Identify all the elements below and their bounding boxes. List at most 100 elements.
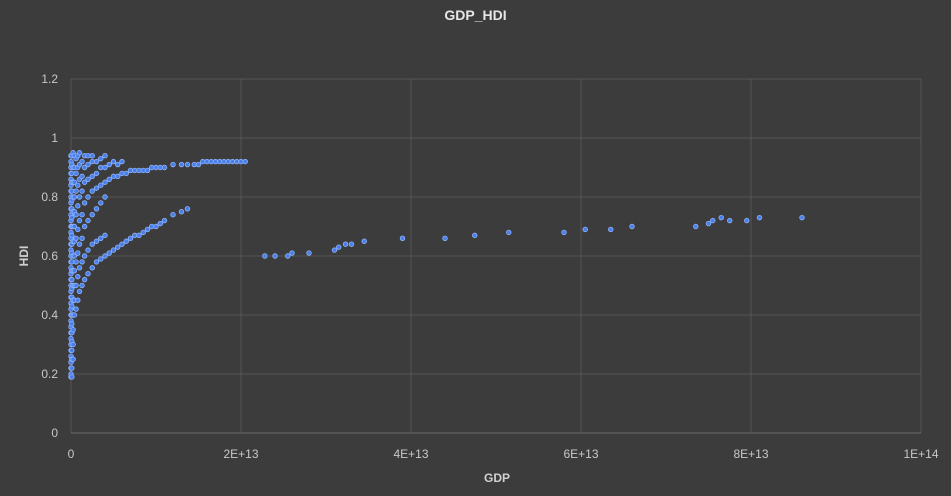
data-point [184,161,191,168]
data-point [195,161,202,168]
data-point [75,273,81,280]
data-point [123,238,129,244]
data-point [115,173,121,180]
data-point [102,179,108,185]
data-point [76,150,83,156]
data-point [69,276,75,283]
data-point [73,170,79,177]
data-point [69,303,75,309]
data-point [93,238,100,244]
data-point [81,179,88,185]
data-point [178,161,185,168]
data-point [561,229,567,236]
data-point [102,253,108,259]
data-point [361,238,367,244]
data-point [85,194,91,200]
data-point [336,244,342,250]
data-point [81,223,88,230]
data-point [582,226,588,233]
y-tick-label: 1 [51,131,58,145]
data-point [75,297,81,303]
data-point [161,217,168,224]
data-point [73,282,79,289]
data-point [85,247,91,253]
data-point [71,268,78,274]
data-point [98,155,104,162]
y-tick-label: 1.2 [41,72,58,86]
x-tick-label: 2E+13 [223,447,258,461]
data-point [102,194,108,200]
y-tick-label: 0.4 [41,308,58,322]
data-point [756,214,763,221]
data-point [93,158,100,165]
data-point [73,188,79,194]
data-point [710,217,716,224]
data-point [472,232,478,239]
x-tick-label: 8E+13 [733,447,768,461]
data-point [79,235,85,241]
data-point [106,161,112,168]
x-axis-ticks: 0 2E+13 4E+13 6E+13 8E+13 1E+14 [68,447,939,461]
data-point [306,250,312,256]
data-point [98,256,104,262]
data-point [93,170,100,177]
data-point [79,282,85,289]
y-axis-ticks: 0 0.2 0.4 0.6 0.8 1 1.2 [41,72,58,440]
data-point [69,347,75,354]
data-point [178,209,185,215]
data-point [119,241,125,247]
y-tick-label: 0.8 [41,190,58,204]
data-point [85,176,91,182]
data-point [76,288,83,295]
data-point [110,247,117,253]
data-point [89,211,95,218]
data-point [744,217,750,224]
data-point [110,158,117,165]
data-point [81,253,88,259]
data-point [115,161,121,168]
data-point [136,232,142,239]
data-point [140,229,146,236]
data-point [81,276,88,283]
data-point [79,259,85,265]
data-point [70,341,76,348]
x-tick-label: 0 [68,447,75,461]
data-point [73,306,79,312]
data-point [75,226,81,233]
data-point [170,161,176,168]
data-point [79,188,85,194]
data-point [242,158,248,165]
grid-lines [70,78,922,434]
data-point [153,223,159,230]
data-point [285,253,291,259]
data-points [68,150,805,380]
data-point [70,327,76,333]
data-point [629,223,635,230]
data-point [608,226,614,233]
data-point [71,223,78,230]
data-point [85,161,91,168]
data-point [342,241,349,247]
data-point [81,164,88,171]
data-point [262,253,268,259]
data-point [93,259,100,265]
data-point [144,226,151,233]
y-tick-label: 0.6 [41,249,58,263]
data-point [272,253,278,259]
chart-title: GDP_HDI [444,7,506,23]
data-point [79,211,85,218]
data-point [81,200,88,206]
data-point [69,321,75,327]
data-point [161,164,168,171]
data-point [69,232,75,239]
data-point [127,235,134,241]
data-point [170,211,176,218]
y-tick-label: 0 [51,426,58,440]
x-tick-label: 4E+13 [393,447,428,461]
data-point [69,365,75,371]
data-point [70,356,76,362]
data-point [442,235,448,241]
data-point [106,176,112,182]
